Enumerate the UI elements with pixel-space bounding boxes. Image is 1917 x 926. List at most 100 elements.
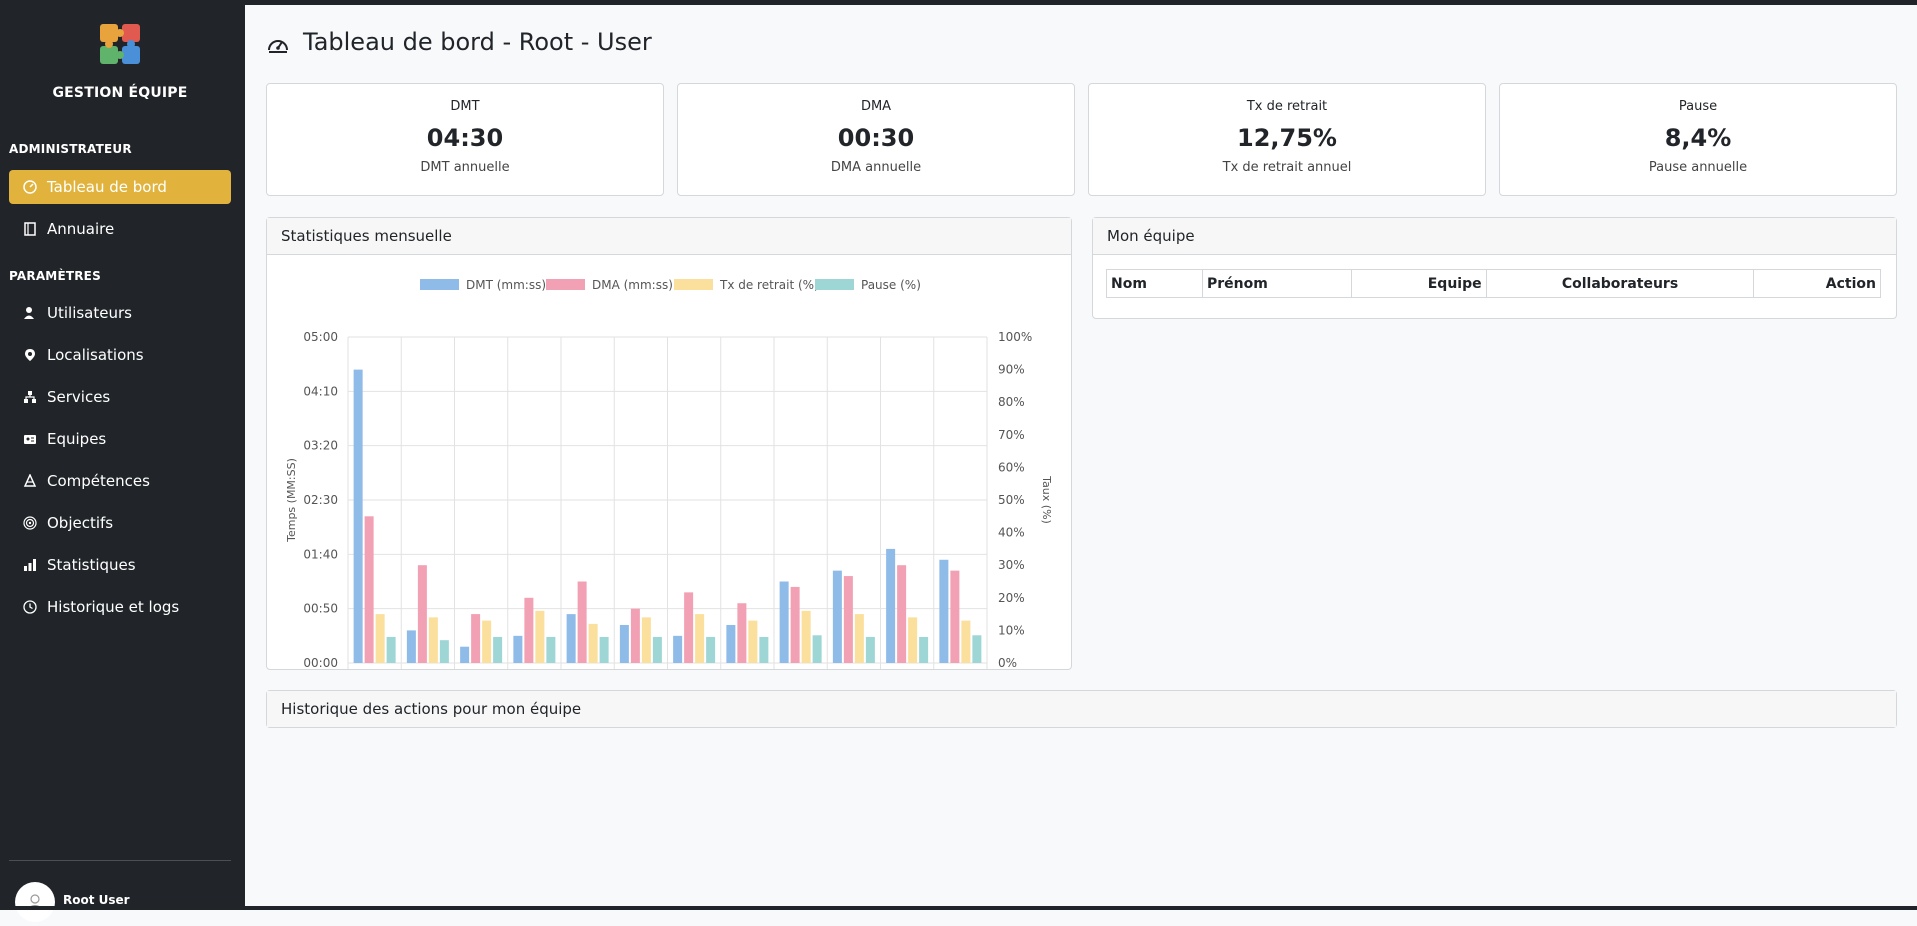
bar	[939, 559, 949, 663]
legend-swatch	[815, 279, 854, 290]
y2-tick-label: 60%	[998, 460, 1025, 474]
sidebar-item-competences[interactable]: Compétences	[9, 464, 231, 498]
bar	[886, 548, 896, 663]
monthly-stats-chart: 00:00 00:50 01:40 02:30 03:20 04:10 05:00 0% 10%…	[285, 278, 1053, 688]
bar	[695, 614, 705, 663]
history-icon	[23, 600, 37, 614]
sidebar-item-label: Annuaire	[47, 220, 115, 238]
bottom-bar	[0, 906, 1917, 910]
legend-swatch	[420, 279, 459, 290]
sidebar-item-label: Historique et logs	[47, 598, 180, 616]
stats-card: Statistiques mensuelle 00:00 00:50 01:40 02…	[266, 217, 1072, 688]
sidebar-item-services[interactable]: Services	[9, 380, 231, 414]
column-header-equipe[interactable]: Equipe	[1351, 269, 1487, 298]
bar	[619, 624, 629, 663]
legend-swatch	[674, 279, 713, 290]
skills-icon	[23, 474, 37, 488]
user-icon	[27, 894, 43, 910]
sidebar-item-objectifs[interactable]: Objectifs	[9, 506, 231, 540]
bar	[439, 640, 449, 663]
y-tick-label: 01:40	[303, 547, 338, 561]
bar	[364, 516, 374, 663]
table-header-row: Nom Prénom Equipe Collaborateurs Action	[1105, 269, 1881, 298]
bar	[417, 565, 427, 663]
y-tick-label: 00:00	[303, 656, 338, 669]
section-title-admin: ADMINISTRATEUR	[9, 142, 132, 156]
y-tick-label: 05:00	[303, 330, 338, 344]
sidebar-item-dashboard[interactable]: Tableau de bord	[9, 170, 231, 204]
bar	[854, 614, 864, 663]
bar	[428, 617, 438, 663]
y2-tick-label: 0%	[998, 656, 1017, 669]
bar	[566, 614, 576, 663]
kpi-card-dmt: DMT 04:30 DMT annuelle	[266, 83, 664, 196]
bar	[406, 630, 416, 663]
sidebar-item-localisations[interactable]: Localisations	[9, 338, 231, 372]
y2-axis-title: Taux (%)	[1040, 475, 1053, 524]
bar	[812, 635, 822, 663]
legend-label: DMT (mm:ss)	[466, 278, 546, 292]
legend-label: Pause (%)	[861, 278, 921, 292]
sidebar-item-label: Equipes	[47, 430, 107, 448]
bar	[759, 636, 769, 663]
bar	[950, 570, 960, 663]
y2-tick-label: 50%	[998, 493, 1025, 507]
y2-tick-label: 40%	[998, 526, 1025, 540]
y-tick-label: 02:30	[303, 493, 338, 507]
team-table: Nom Prénom Equipe Collaborateurs Action	[1105, 269, 1881, 298]
y2-tick-label: 80%	[998, 395, 1025, 409]
sidebar-item-utilisateurs[interactable]: Utilisateurs	[9, 296, 231, 330]
bar	[748, 620, 758, 663]
bar	[726, 624, 736, 663]
user-avatar[interactable]	[15, 882, 55, 922]
sidebar-item-statistiques[interactable]: Statistiques	[9, 548, 231, 582]
column-header-action[interactable]: Action	[1753, 269, 1881, 298]
sitemap-icon	[23, 390, 37, 404]
kpi-subtitle: DMA annuelle	[830, 160, 922, 175]
team-card: Mon équipe Nom Prénom Equipe Collaborate…	[1092, 217, 1897, 319]
y2-tick-label: 100%	[998, 330, 1032, 344]
target-icon	[23, 516, 37, 530]
column-header-nom[interactable]: Nom	[1105, 269, 1204, 298]
bar	[832, 570, 842, 663]
id-card-icon	[23, 432, 37, 446]
kpi-card-pause: Pause 8,4% Pause annuelle	[1499, 83, 1897, 196]
sidebar-divider	[9, 860, 231, 861]
column-header-collaborateurs[interactable]: Collaborateurs	[1485, 269, 1755, 298]
y2-tick-label: 90%	[998, 363, 1025, 377]
kpi-value: 04:30	[426, 124, 504, 152]
sidebar-item-label: Compétences	[47, 472, 150, 490]
y-axis-title: Temps (MM:SS)	[285, 458, 298, 543]
kpi-value: 8,4%	[1664, 124, 1732, 152]
kpi-title: DMT	[450, 99, 480, 114]
legend-swatch	[546, 279, 585, 290]
bar	[493, 636, 503, 663]
sidebar: GESTION ÉQUIPE ADMINISTRATEUR Tableau de…	[0, 0, 245, 922]
column-header-prenom[interactable]: Prénom	[1202, 269, 1353, 298]
bar	[801, 610, 811, 663]
sidebar-item-annuaire[interactable]: Annuaire	[9, 212, 231, 246]
bar	[471, 614, 481, 663]
bar	[897, 565, 907, 663]
bar	[375, 614, 385, 663]
page-title: Tableau de bord - Root - User	[303, 28, 652, 56]
history-card: Historique des actions pour mon équipe	[266, 690, 1897, 728]
bar	[779, 581, 789, 663]
bar	[673, 635, 683, 663]
dashboard-icon	[23, 180, 37, 194]
bar	[588, 623, 598, 663]
sidebar-item-equipes[interactable]: Equipes	[9, 422, 231, 456]
y-tick-label: 04:10	[303, 384, 338, 398]
section-title-parametres: PARAMÈTRES	[9, 269, 101, 283]
bar	[706, 636, 716, 663]
users-icon	[23, 306, 37, 320]
kpi-subtitle: Pause annuelle	[1648, 160, 1748, 175]
stats-card-title: Statistiques mensuelle	[267, 218, 1071, 255]
sidebar-item-historique[interactable]: Historique et logs	[9, 590, 231, 624]
sidebar-item-label: Objectifs	[47, 514, 114, 532]
bar	[865, 636, 875, 663]
y2-tick-label: 70%	[998, 428, 1025, 442]
bar	[599, 636, 609, 663]
kpi-subtitle: Tx de retrait annuel	[1222, 160, 1352, 175]
user-name[interactable]: Root User	[63, 893, 130, 907]
